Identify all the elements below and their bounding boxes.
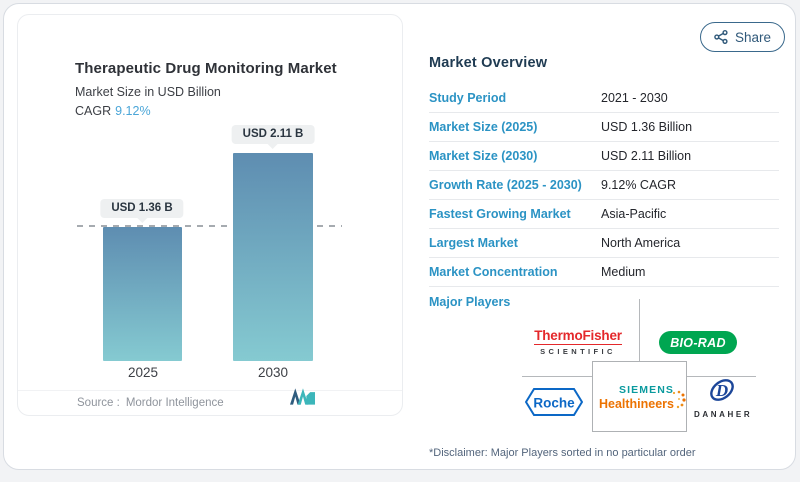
row-value: USD 1.36 Billion bbox=[601, 120, 693, 134]
x-axis-label-2030: 2030 bbox=[257, 365, 289, 380]
chart-footer: Source : Mordor Intelligence bbox=[18, 388, 402, 415]
source-text: Source : Mordor Intelligence bbox=[77, 397, 224, 409]
row-label: Largest Market bbox=[429, 236, 518, 250]
mordor-intelligence-logo-icon bbox=[290, 388, 315, 410]
thermo-fisher-scientific-text: SCIENTIFIC bbox=[540, 347, 616, 356]
row-value: 9.12% CAGR bbox=[601, 178, 677, 192]
org-chart-center-box bbox=[592, 361, 687, 432]
bar-value-label-2025: USD 1.36 B bbox=[100, 199, 184, 218]
chart-panel: Therapeutic Drug Monitoring Market Marke… bbox=[17, 14, 403, 416]
overview-table: Study Period 2021 - 2030 Market Size (20… bbox=[429, 84, 779, 287]
thermo-fisher-wordmark: ThermoFisher bbox=[534, 328, 622, 345]
danaher-d-icon: D bbox=[710, 379, 734, 401]
x-axis-label-2025: 2025 bbox=[127, 365, 159, 380]
share-label: Share bbox=[734, 29, 772, 45]
roche-logo: Roche bbox=[524, 388, 584, 421]
row-label: Market Size (2025) bbox=[429, 120, 538, 134]
row-value: Asia-Pacific bbox=[601, 207, 667, 221]
bar-value-label-2030: USD 2.11 B bbox=[231, 125, 315, 144]
thermo-fisher-logo: ThermoFisher SCIENTIFIC bbox=[522, 327, 634, 356]
healthineers-dots-icon bbox=[670, 390, 686, 415]
cagr-value: 9.12% bbox=[115, 104, 151, 118]
table-row: Market Concentration Medium bbox=[429, 258, 779, 287]
report-card: Therapeutic Drug Monitoring Market Marke… bbox=[3, 3, 796, 470]
row-label: Market Size (2030) bbox=[429, 149, 538, 163]
org-chart-horizontal-line-left bbox=[522, 376, 592, 377]
siemens-healthineers-logo: SIEMENS Healthineers bbox=[597, 384, 686, 411]
table-row: Market Size (2025) USD 1.36 Billion bbox=[429, 113, 779, 142]
chart-subtitle: Market Size in USD Billion bbox=[75, 85, 221, 99]
major-players-label: Major Players bbox=[429, 295, 511, 309]
share-button[interactable]: Share bbox=[700, 22, 785, 52]
table-row: Largest Market North America bbox=[429, 229, 779, 258]
source-value: Mordor Intelligence bbox=[125, 397, 224, 409]
cagr-label: CAGR bbox=[75, 104, 112, 118]
danaher-logo: D DANAHER bbox=[694, 378, 750, 419]
chart-title: Therapeutic Drug Monitoring Market bbox=[75, 60, 337, 77]
row-value: Medium bbox=[601, 265, 646, 279]
danaher-wordmark: DANAHER bbox=[694, 410, 753, 419]
svg-text:Roche: Roche bbox=[533, 396, 575, 411]
row-value: North America bbox=[601, 236, 681, 250]
row-label: Fastest Growing Market bbox=[429, 207, 571, 221]
share-icon bbox=[714, 30, 728, 44]
dashed-baseline bbox=[77, 225, 342, 227]
chart-cagr: CAGR 9.12% bbox=[75, 104, 151, 118]
row-value: 2021 - 2030 bbox=[601, 91, 668, 105]
healthineers-wordmark: Healthineers bbox=[598, 397, 674, 411]
org-chart-vertical-line bbox=[639, 299, 640, 361]
bio-rad-logo: BIO-RAD bbox=[659, 331, 737, 354]
row-value: USD 2.11 Billion bbox=[601, 149, 692, 163]
bio-rad-wordmark: BIO-RAD bbox=[670, 335, 726, 350]
row-label: Growth Rate (2025 - 2030) bbox=[429, 178, 582, 192]
bar-2025 bbox=[103, 227, 182, 361]
table-row: Market Size (2030) USD 2.11 Billion bbox=[429, 142, 779, 171]
row-label: Study Period bbox=[429, 91, 507, 105]
source-label: Source : bbox=[77, 397, 120, 409]
org-chart-horizontal-line-right bbox=[687, 376, 756, 377]
table-row: Study Period 2021 - 2030 bbox=[429, 84, 779, 113]
svg-text:D: D bbox=[715, 381, 728, 400]
siemens-wordmark: SIEMENS bbox=[619, 384, 674, 396]
table-row: Fastest Growing Market Asia-Pacific bbox=[429, 200, 779, 229]
row-label: Market Concentration bbox=[429, 265, 558, 279]
disclaimer-text: *Disclaimer: Major Players sorted in no … bbox=[429, 447, 696, 459]
table-row: Growth Rate (2025 - 2030) 9.12% CAGR bbox=[429, 171, 779, 200]
bar-2030 bbox=[233, 153, 313, 361]
overview-heading: Market Overview bbox=[429, 55, 548, 71]
